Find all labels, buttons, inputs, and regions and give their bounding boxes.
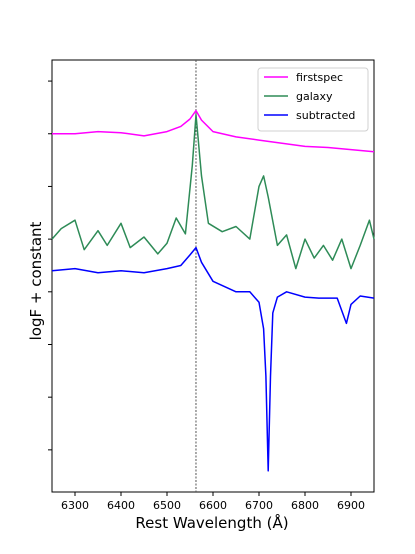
x-tick-label: 6800 [291,499,319,512]
x-tick-label: 6900 [337,499,365,512]
series-group [51,109,375,472]
series-line-subtracted [51,246,375,472]
x-tick-label: 6600 [199,499,227,512]
x-tick-label: 6700 [245,499,273,512]
y-axis-label: logF + constant [27,221,45,340]
x-tick-label: 6400 [107,499,135,512]
series-line-galaxy [51,114,375,270]
legend: firstspec galaxy subtracted [257,67,369,132]
x-tick-label: 6300 [61,499,89,512]
series-line-firstspec [52,109,375,153]
legend-label-firstspec: firstspec [296,71,343,84]
x-tick-label: 6500 [153,499,181,512]
x-axis-label: Rest Wavelength (Å) [135,513,288,532]
legend-label-galaxy: galaxy [296,90,333,103]
legend-label-subtracted: subtracted [296,109,355,122]
axes-group: 6300 6400 6500 6600 6700 6800 6900 [48,59,375,512]
